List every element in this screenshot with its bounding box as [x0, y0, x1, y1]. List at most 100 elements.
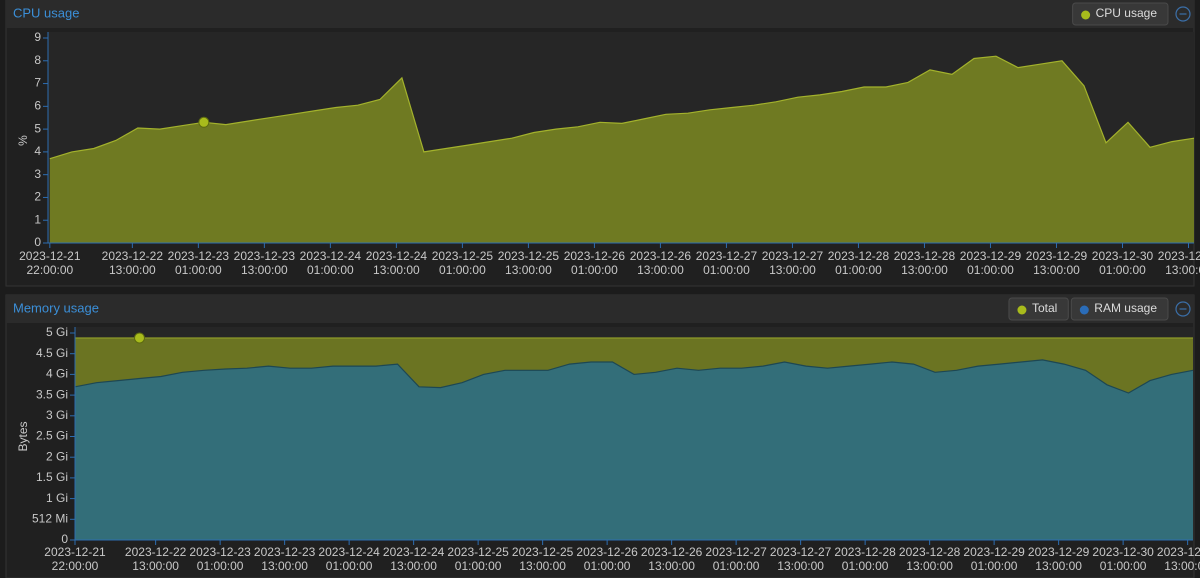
x-tick-line: 13:00:00 — [777, 559, 824, 573]
x-tick-line: 2023-12-25 — [447, 545, 509, 559]
x-tick-line: 2023-12-29 — [960, 249, 1022, 263]
series-area — [49, 56, 1194, 244]
x-tick-line: 2023-12-30 — [1092, 249, 1154, 263]
x-tick-label: 2023-12-28 01:00:00 — [828, 249, 890, 277]
legend-text: Total — [1032, 301, 1057, 315]
x-tick-line: 2023-12-26 — [641, 545, 703, 559]
panel-title: CPU usage — [13, 5, 79, 20]
x-tick-line: 2023-12-23 — [168, 249, 230, 263]
x-tick-line: 13:00:00 — [261, 559, 308, 573]
x-tick-line: 01:00:00 — [439, 263, 486, 277]
y-axis-label: % — [16, 135, 30, 146]
legend-button[interactable] — [1072, 2, 1169, 26]
y-tick-label: 6 — [34, 99, 41, 113]
x-tick-label: 2023-12-30 01:00:00 — [1092, 249, 1154, 277]
x-tick-line: 2023-12-28 — [828, 249, 890, 263]
x-tick-line: 13:00:00 — [906, 559, 953, 573]
x-tick-label: 2023-12-29 13:00:00 — [1026, 249, 1088, 277]
x-tick-label: 2023-12-23 01:00:00 — [189, 545, 251, 573]
legend-button[interactable] — [1070, 297, 1169, 321]
x-tick-line: 01:00:00 — [703, 263, 750, 277]
x-tick-line: 13:00:00 — [901, 263, 948, 277]
x-tick-line: 22:00:00 — [26, 263, 73, 277]
x-tick-line: 2023-12-21 — [44, 545, 106, 559]
collapse-button[interactable] — [1175, 301, 1191, 317]
x-tick-line: 2023-12-28 — [899, 545, 961, 559]
x-tick-line: 13:00:00 — [1164, 559, 1200, 573]
x-tick-line: 01:00:00 — [307, 263, 354, 277]
x-tick-line: 2023-12-26 — [576, 545, 638, 559]
y-tick-label: 4.5 Gi — [36, 346, 68, 360]
collapse-icon — [1175, 6, 1191, 22]
x-tick-line: 2023-12-29 — [1028, 545, 1090, 559]
x-tick-line: 2023-12-25 — [498, 249, 560, 263]
x-tick-label: 2023-12-24 13:00:00 — [366, 249, 428, 277]
collapse-button[interactable] — [1175, 6, 1191, 22]
series-line — [49, 55, 1195, 160]
x-tick-line: 01:00:00 — [967, 263, 1014, 277]
x-tick-line: 01:00:00 — [175, 263, 222, 277]
x-tick-line: 01:00:00 — [326, 559, 373, 573]
x-tick-line: 13:00:00 — [1165, 263, 1200, 277]
x-tick-line: 13:00:00 — [1033, 263, 1080, 277]
x-tick-label: 2023-12-24 01:00:00 — [318, 545, 380, 573]
x-tick-line: 2023-12-28 — [834, 545, 896, 559]
x-tick-label: 2023-12-3013:00:00 — [1158, 249, 1200, 277]
x-tick-line: 2023-12-24 — [318, 545, 380, 559]
x-tick-line: 2023-12-27 — [770, 545, 832, 559]
x-tick-line: 2023-12-23 — [234, 249, 296, 263]
x-tick-line: 13:00:00 — [132, 559, 179, 573]
x-tick-label: 2023-12-30 01:00:00 — [1092, 545, 1154, 573]
y-tick-label: 1 — [34, 212, 41, 226]
x-tick-line: 01:00:00 — [455, 559, 502, 573]
legend-item[interactable]: CPU usage — [1072, 2, 1169, 26]
x-tick-label: 2023-12-3013:00:00 — [1157, 545, 1200, 573]
y-tick-label: 4 Gi — [46, 367, 68, 381]
hover-point — [198, 116, 210, 128]
x-tick-label: 2023-12-22 13:00:00 — [102, 249, 164, 277]
x-tick-line: 2023-12-30 — [1092, 545, 1154, 559]
x-tick-line: 2023-12-23 — [254, 545, 316, 559]
x-tick-line: 2023-12-25 — [512, 545, 574, 559]
x-tick-line: 13:00:00 — [648, 559, 695, 573]
x-tick-label: 2023-12-28 13:00:00 — [894, 249, 956, 277]
x-tick-label: 2023-12-29 01:00:00 — [960, 249, 1022, 277]
x-tick-line: 13:00:00 — [519, 559, 566, 573]
x-tick-line: 13:00:00 — [109, 263, 156, 277]
legend-item[interactable]: RAM usage — [1070, 297, 1169, 321]
series-area — [75, 359, 1193, 540]
x-tick-line: 2023-12-21 — [19, 249, 81, 263]
y-tick-label: 3.5 Gi — [36, 387, 68, 401]
x-tick-label: 2023-12-23 01:00:00 — [168, 249, 230, 277]
x-tick-label: 2023-12-26 13:00:00 — [641, 545, 703, 573]
panel-header — [6, 295, 1194, 323]
x-tick-line: 13:00:00 — [769, 263, 816, 277]
x-tick-line: 2023-12-24 — [300, 249, 362, 263]
x-tick-label: 2023-12-21 22:00:00 — [19, 249, 81, 277]
x-tick-line: 2023-12-24 — [383, 545, 445, 559]
x-tick-label: 2023-12-27 13:00:00 — [770, 545, 832, 573]
y-tick-label: 5 Gi — [46, 325, 68, 339]
y-tick-label: 8 — [34, 53, 41, 67]
y-tick-label: 1 Gi — [46, 491, 68, 505]
x-tick-line: 2023-12-25 — [432, 249, 494, 263]
x-tick-line: 01:00:00 — [713, 559, 760, 573]
x-tick-label: 2023-12-25 01:00:00 — [432, 249, 494, 277]
y-tick-label: 7 — [34, 76, 41, 90]
x-tick-label: 2023-12-21 22:00:00 — [44, 545, 106, 573]
x-tick-label: 2023-12-29 13:00:00 — [1028, 545, 1090, 573]
y-tick-label: 0 — [34, 235, 41, 249]
legend-swatch — [1079, 305, 1089, 315]
x-tick-label: 2023-12-25 13:00:00 — [512, 545, 574, 573]
series-line — [74, 359, 1194, 394]
legend-button[interactable] — [1008, 297, 1069, 321]
x-tick-label: 2023-12-22 13:00:00 — [125, 545, 187, 573]
x-tick-line: 2023-12-28 — [894, 249, 956, 263]
x-tick-label: 2023-12-25 01:00:00 — [447, 545, 509, 573]
legend-swatch — [1017, 305, 1027, 315]
y-tick-label: 512 Mi — [32, 511, 68, 525]
x-tick-label: 2023-12-24 13:00:00 — [383, 545, 445, 573]
x-tick-line: 2023-12-23 — [189, 545, 251, 559]
legend-item[interactable]: Total — [1008, 297, 1069, 321]
